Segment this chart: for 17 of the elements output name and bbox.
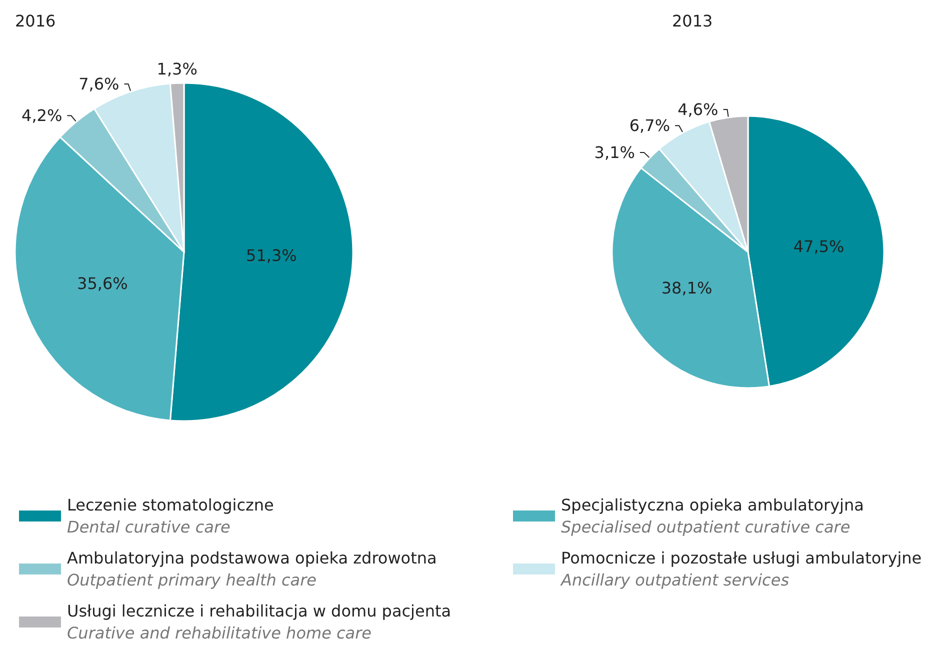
- legend-label: Specjalistyczna opieka ambulatoryjna Specialised outpatient curative care: [561, 496, 864, 536]
- data-label: 47,5%: [793, 236, 844, 256]
- data-label: 4,2%: [22, 106, 62, 126]
- legend-label: Usługi lecznicze i rehabilitacja w domu pacjenta Curative and rehabilitative home care: [67, 602, 452, 642]
- legend-label: Pomocnicze i pozostałe usługi ambulatoryjne Ancillary outpatient services: [560, 548, 922, 590]
- slice-label: 2013: [672, 12, 713, 30]
- slice-label: 2016: [15, 12, 56, 30]
- data-label: 4,6%: [678, 100, 718, 119]
- legend-label: Leczenie stomatologiczne Dental curative care: [67, 496, 274, 536]
- data-label: 7,6%: [78, 74, 120, 94]
- legend-label: Ambulatoryjna podstawowa opieka zdrowotna Outpatient primary health care: [67, 548, 437, 590]
- data-label: 6,7%: [629, 116, 670, 136]
- data-label: 51,3%: [246, 246, 297, 266]
- data-label: 3,1%: [594, 142, 635, 162]
- data-label: 35,6%: [77, 274, 128, 294]
- data-label: 38,1%: [661, 278, 712, 298]
- data-label: 1,3%: [156, 60, 198, 79]
